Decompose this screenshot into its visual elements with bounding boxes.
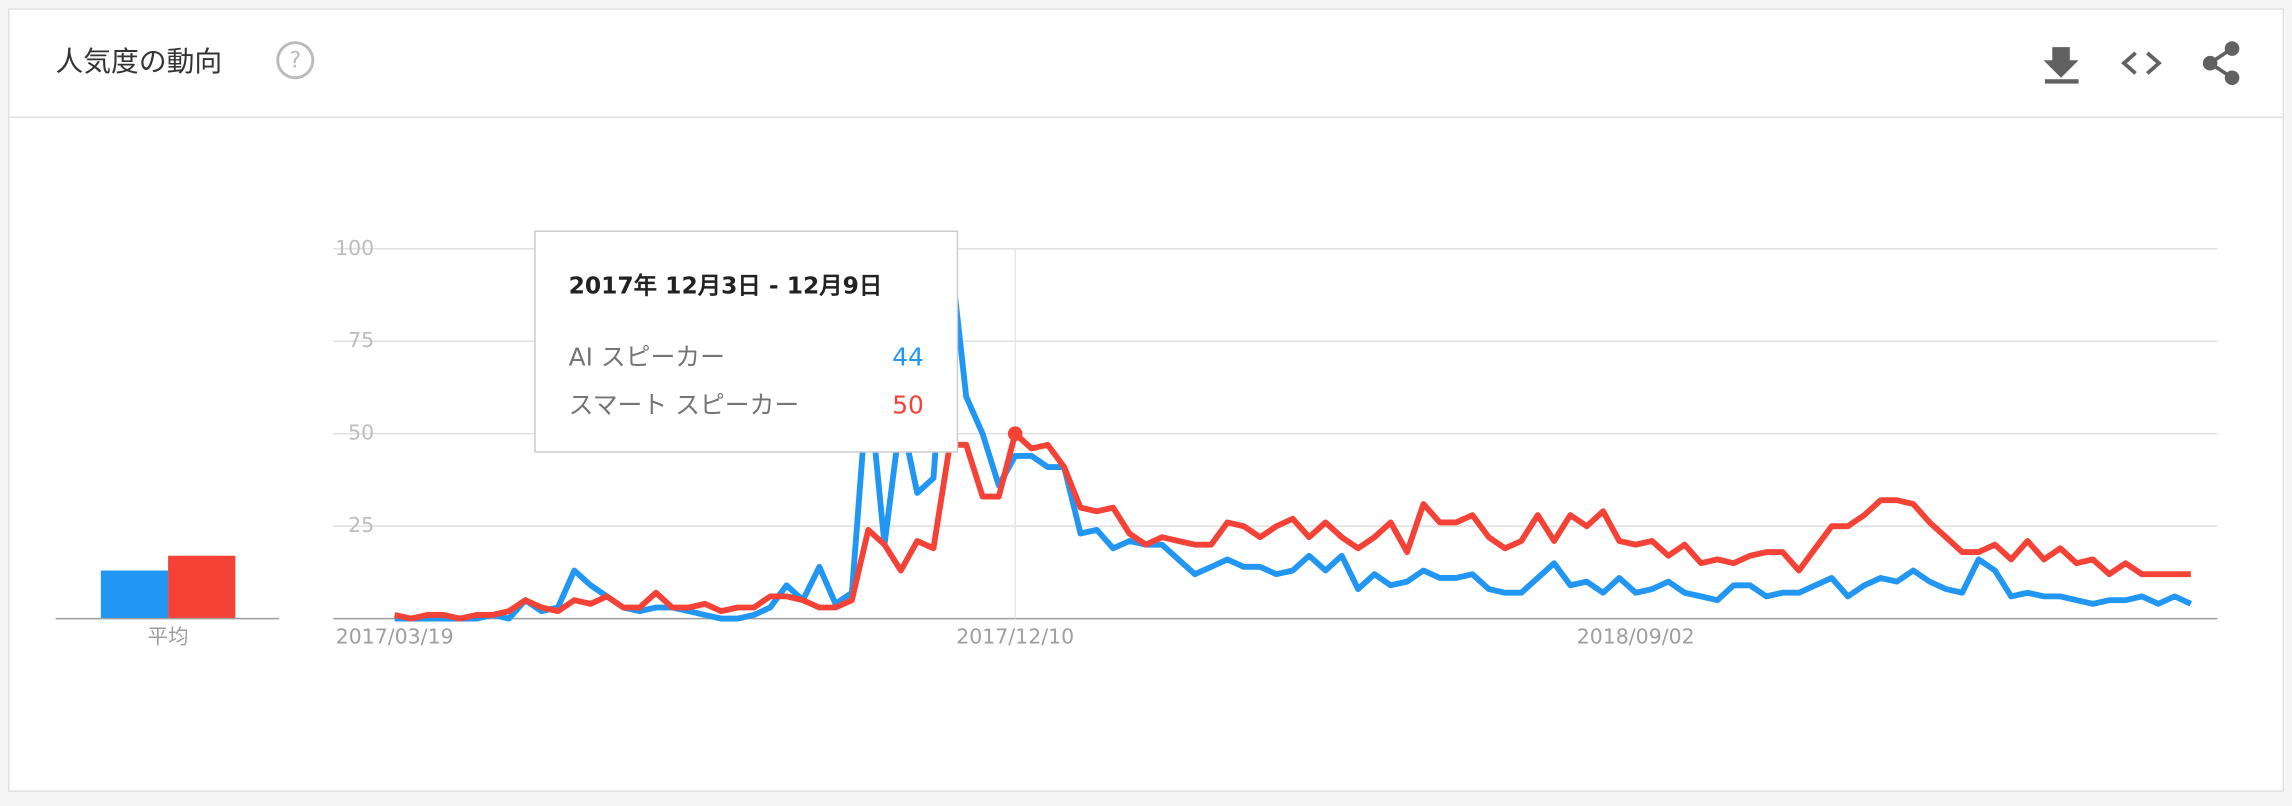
tooltip: 2017年 12月3日 - 12月9日 AI スピーカー スマート スピーカー … [534, 230, 959, 453]
hover-dot [1007, 426, 1023, 442]
tooltip-series-name: AI スピーカー [569, 342, 725, 371]
card [8, 8, 2284, 792]
y-tick-label: 50 [348, 421, 374, 445]
series-line [394, 430, 2191, 622]
series-line [394, 245, 2193, 622]
tooltip-value: 44 [892, 342, 924, 371]
tooltip-value: 50 [892, 391, 924, 420]
average-bar [168, 555, 236, 619]
y-tick-label: 75 [348, 328, 374, 352]
chart-title: 人気度の動向 [56, 45, 223, 78]
average-label: 平均 [148, 625, 189, 649]
tooltip-box [534, 230, 959, 453]
x-tick-label: 2017/12/10 [956, 625, 1074, 649]
x-tick-label: 2017/03/19 [336, 625, 454, 649]
tooltip-title: 2017年 12月3日 - 12月9日 [569, 271, 883, 299]
svg-text:?: ? [289, 49, 301, 74]
tooltip-series-name: スマート スピーカー [569, 391, 800, 420]
share-icon[interactable] [2202, 41, 2240, 86]
y-tick-label: 25 [348, 513, 374, 537]
help-icon[interactable]: ? [276, 41, 315, 80]
embed-icon[interactable] [2121, 51, 2162, 75]
y-tick-label: 100 [335, 236, 374, 260]
x-tick-label: 2018/09/02 [1577, 625, 1695, 649]
average-bar [100, 570, 169, 619]
